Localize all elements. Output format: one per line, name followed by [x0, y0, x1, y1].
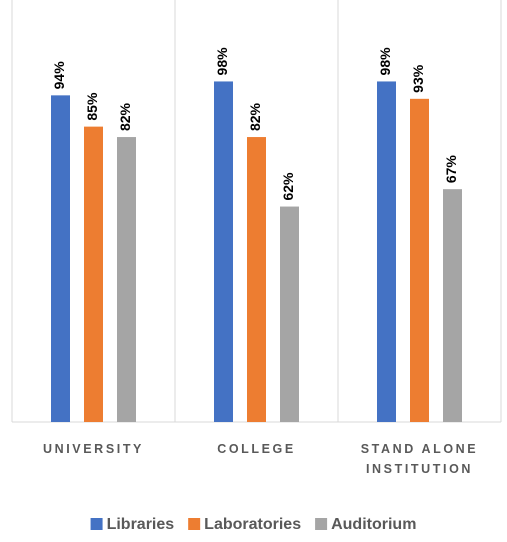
data-label: 62% — [280, 172, 296, 201]
data-label: 98% — [214, 47, 230, 76]
bar — [410, 98, 429, 422]
data-label: 93% — [410, 64, 426, 93]
bar — [377, 81, 396, 422]
bar — [280, 206, 299, 422]
x-tick-label: COLLEGE — [217, 442, 296, 456]
legend-label: Libraries — [107, 516, 175, 533]
data-label: 67% — [443, 155, 459, 184]
bar — [84, 126, 103, 422]
data-label: 82% — [117, 102, 133, 131]
legend-swatch — [315, 518, 328, 530]
legend-label: Laboratories — [204, 516, 301, 533]
legend-label: Auditorium — [331, 516, 416, 533]
bar — [117, 137, 136, 423]
bar — [51, 95, 70, 422]
legend-swatch — [90, 518, 103, 530]
bar — [443, 189, 462, 422]
x-tick-label: UNIVERSITY — [42, 442, 144, 456]
x-tick-label: STAND ALONE INSTITUTION — [360, 442, 479, 476]
data-label: 85% — [84, 92, 100, 121]
data-label: 98% — [377, 47, 393, 76]
legend-swatch — [188, 518, 201, 530]
data-label: 94% — [51, 61, 67, 90]
bar — [214, 81, 233, 422]
data-label: 82% — [247, 102, 263, 131]
bar — [247, 137, 266, 423]
